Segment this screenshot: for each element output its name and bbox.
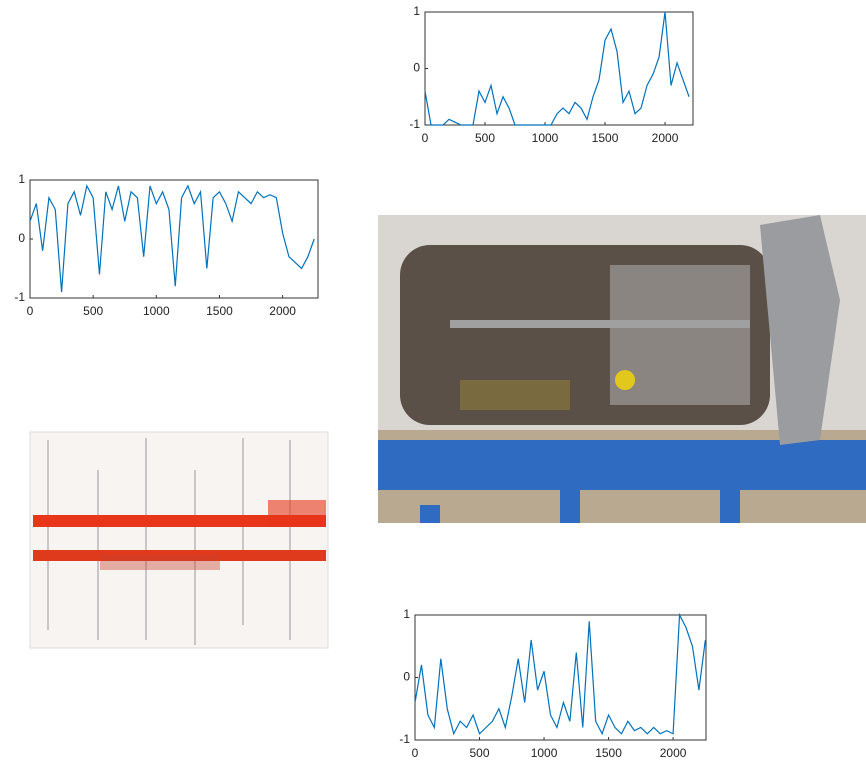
photo-yellow-part (615, 370, 635, 390)
photo-stand-leg (720, 490, 740, 523)
y-tick-label: -1 (409, 117, 420, 131)
scatter-spikes (47, 438, 291, 645)
lower-band-scatter (100, 555, 220, 570)
x-tick-label: 1500 (206, 304, 233, 318)
x-tick-label: 0 (412, 746, 419, 760)
x-tick-label: 500 (470, 746, 490, 760)
photo-stand-leg (560, 490, 580, 523)
y-tick-label: 0 (403, 670, 410, 684)
line-chart: 0 500 1000 1500 2000-101 (14, 172, 319, 318)
y-tick-label: -1 (399, 732, 410, 746)
x-tick-label: 2000 (660, 746, 687, 760)
line-chart: 0 500 1000 1500 2000-101 (409, 4, 694, 145)
photo-intake (760, 215, 840, 445)
x-tick-label: 500 (83, 304, 103, 318)
x-tick-label: 0 (422, 131, 429, 145)
x-tick-label: 1500 (592, 131, 619, 145)
photo-wiring (460, 380, 570, 410)
y-tick-label: 1 (403, 607, 410, 621)
x-tick-label: 1000 (532, 131, 559, 145)
y-tick-label: 0 (18, 231, 25, 245)
series-line (424, 11, 690, 126)
line-chart: 0 500 1000 1500 2000-101 (399, 607, 707, 760)
plot-area (424, 11, 694, 126)
x-tick-label: 2000 (652, 131, 679, 145)
x-tick-label: 1500 (595, 746, 622, 760)
x-tick-label: 0 (27, 304, 34, 318)
photo-stand-leg (420, 505, 440, 523)
upper-band-rise (268, 500, 326, 527)
scatter-panel (29, 431, 329, 649)
y-tick-label: -1 (14, 290, 25, 304)
plot-area (29, 179, 319, 299)
photo-pipe (450, 320, 750, 328)
y-tick-label: 1 (18, 172, 25, 186)
lower-band (33, 550, 326, 561)
upper-band (33, 515, 326, 527)
series-line (414, 612, 706, 736)
plot-area (414, 614, 707, 741)
x-tick-label: 500 (475, 131, 495, 145)
x-tick-label: 2000 (269, 304, 296, 318)
x-tick-label: 1000 (143, 304, 170, 318)
scatter-frame (29, 431, 329, 649)
engine-photo (378, 215, 866, 523)
series-line (29, 184, 315, 293)
photo-stand (378, 440, 866, 490)
x-tick-label: 1000 (531, 746, 558, 760)
y-tick-label: 1 (413, 4, 420, 18)
y-tick-label: 0 (413, 61, 420, 75)
